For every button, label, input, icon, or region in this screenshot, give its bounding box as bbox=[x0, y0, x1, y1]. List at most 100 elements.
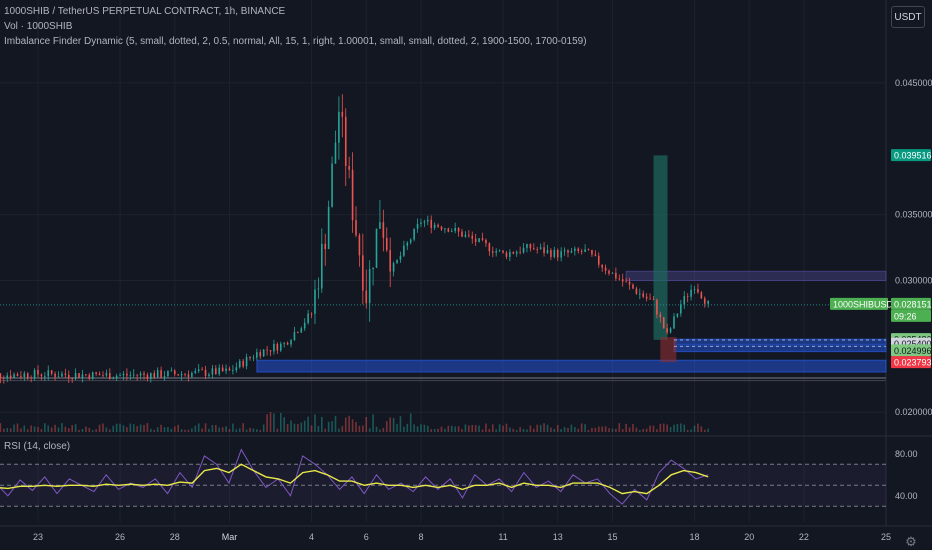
volume-bar bbox=[215, 425, 217, 432]
candle-body bbox=[686, 296, 689, 297]
high-price-label: 0.039516 bbox=[894, 151, 932, 161]
candle-body bbox=[526, 244, 528, 248]
candle-body bbox=[621, 279, 624, 282]
y-tick-label: 0.030000 bbox=[895, 276, 932, 286]
volume-bar bbox=[184, 429, 186, 432]
volume-bar bbox=[344, 417, 347, 432]
x-tick-label: 26 bbox=[115, 532, 125, 542]
candle-body bbox=[355, 220, 357, 236]
candle-body bbox=[143, 373, 145, 375]
volume-bar bbox=[642, 428, 645, 432]
rsi-tick-label: 80.00 bbox=[895, 449, 918, 459]
candle-body bbox=[300, 328, 303, 333]
candle-body bbox=[184, 374, 186, 375]
candle-body bbox=[481, 238, 484, 240]
candle-body bbox=[344, 116, 347, 166]
candle-body bbox=[478, 238, 480, 242]
candle-body bbox=[642, 293, 645, 297]
volume-bar bbox=[615, 428, 617, 432]
candle-body bbox=[64, 373, 67, 375]
candle-body bbox=[273, 343, 275, 352]
volume-bar bbox=[167, 427, 169, 432]
volume-label[interactable]: Vol · 1000SHIB bbox=[4, 21, 73, 32]
candle-body bbox=[88, 374, 91, 379]
volume-bar bbox=[375, 426, 378, 432]
volume-bar bbox=[91, 429, 94, 432]
volume-bar bbox=[187, 429, 190, 432]
candle-body bbox=[556, 250, 559, 258]
candle-body bbox=[30, 377, 32, 379]
candle-body bbox=[314, 289, 316, 314]
volume-bar bbox=[44, 423, 46, 432]
candle-body bbox=[406, 242, 409, 246]
volume-bar bbox=[690, 429, 692, 432]
candle-body bbox=[635, 288, 638, 294]
candle-body bbox=[238, 360, 241, 368]
candle-body bbox=[680, 304, 682, 314]
candle-body bbox=[167, 371, 169, 377]
volume-bar bbox=[194, 425, 197, 432]
candle-body bbox=[485, 239, 487, 244]
candle-body bbox=[95, 372, 97, 374]
volume-bar bbox=[81, 428, 84, 432]
candle-body bbox=[245, 356, 248, 367]
candle-body bbox=[444, 228, 446, 230]
volume-bar bbox=[191, 428, 193, 432]
volume-bar bbox=[279, 412, 282, 432]
candle-body bbox=[652, 299, 655, 301]
volume-bar bbox=[362, 425, 364, 432]
candle-body bbox=[266, 349, 268, 351]
candle-body bbox=[74, 373, 77, 379]
candle-body bbox=[71, 377, 73, 379]
candle-body bbox=[368, 269, 371, 304]
volume-bar bbox=[300, 422, 303, 432]
volume-bar bbox=[197, 423, 200, 432]
last-price-label: 0.028151 bbox=[894, 299, 932, 309]
volume-bar bbox=[16, 423, 19, 432]
candle-body bbox=[587, 249, 590, 251]
symbol-title[interactable]: 1000SHIB / TetherUS PERPETUAL CONTRACT, … bbox=[4, 6, 286, 17]
candle-body bbox=[262, 349, 265, 357]
volume-bar bbox=[611, 428, 614, 432]
volume-bar bbox=[447, 425, 450, 432]
volume-bar bbox=[297, 424, 299, 432]
candle-body bbox=[447, 228, 450, 232]
candle-body bbox=[690, 289, 692, 297]
candle-body bbox=[324, 243, 327, 250]
candle-body bbox=[54, 373, 56, 377]
gear-icon[interactable]: ⚙ bbox=[905, 534, 917, 549]
candle-body bbox=[81, 374, 84, 378]
volume-bar bbox=[358, 425, 361, 432]
candle-body bbox=[3, 377, 5, 379]
candle-body bbox=[457, 227, 460, 232]
candle-body bbox=[136, 374, 138, 376]
candle-body bbox=[0, 373, 2, 378]
candle-body bbox=[498, 250, 501, 252]
y-tick-label: 0.045000 bbox=[895, 78, 932, 88]
candle-body bbox=[187, 374, 190, 377]
volume-bar bbox=[109, 429, 111, 432]
indicator-label[interactable]: Imbalance Finder Dynamic (5, small, dott… bbox=[4, 36, 587, 47]
volume-bar bbox=[208, 428, 210, 432]
volume-bar bbox=[317, 425, 320, 432]
volume-bar bbox=[204, 423, 207, 432]
rsi-label[interactable]: RSI (14, close) bbox=[4, 441, 71, 452]
volume-bar bbox=[26, 429, 29, 432]
volume-bar bbox=[143, 424, 145, 432]
candle-body bbox=[331, 163, 333, 207]
volume-bar bbox=[574, 427, 576, 432]
candles bbox=[0, 94, 709, 384]
candle-body bbox=[122, 373, 125, 376]
volume-bar bbox=[211, 425, 214, 432]
candle-body bbox=[37, 369, 39, 375]
y-tick-label: 0.020000 bbox=[895, 407, 932, 417]
currency-button[interactable]: USDT bbox=[891, 6, 925, 28]
volume-bar bbox=[673, 424, 675, 432]
volume-bar bbox=[95, 429, 97, 432]
volume-bar bbox=[601, 426, 603, 432]
candle-body bbox=[303, 322, 306, 329]
x-tick-label: 18 bbox=[690, 532, 700, 542]
volume-bar bbox=[481, 429, 484, 432]
candle-body bbox=[543, 247, 545, 253]
